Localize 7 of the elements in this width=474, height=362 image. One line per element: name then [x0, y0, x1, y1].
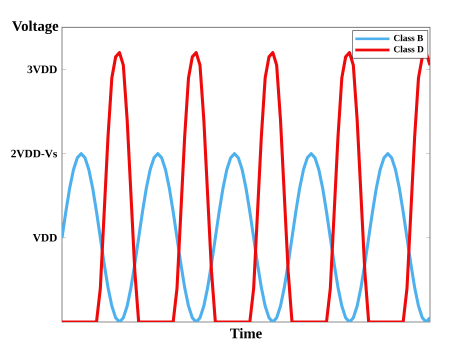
y-tick-label: 3VDD [27, 66, 57, 74]
legend-label: Class B [394, 34, 424, 42]
x-axis-title: Time [230, 328, 262, 338]
legend-label: Class D [394, 46, 424, 52]
y-tick-label: 2VDD-Vs [11, 150, 58, 158]
y-tick-label: VDD [32, 234, 57, 242]
y-axis-title: Voltage [12, 20, 58, 34]
